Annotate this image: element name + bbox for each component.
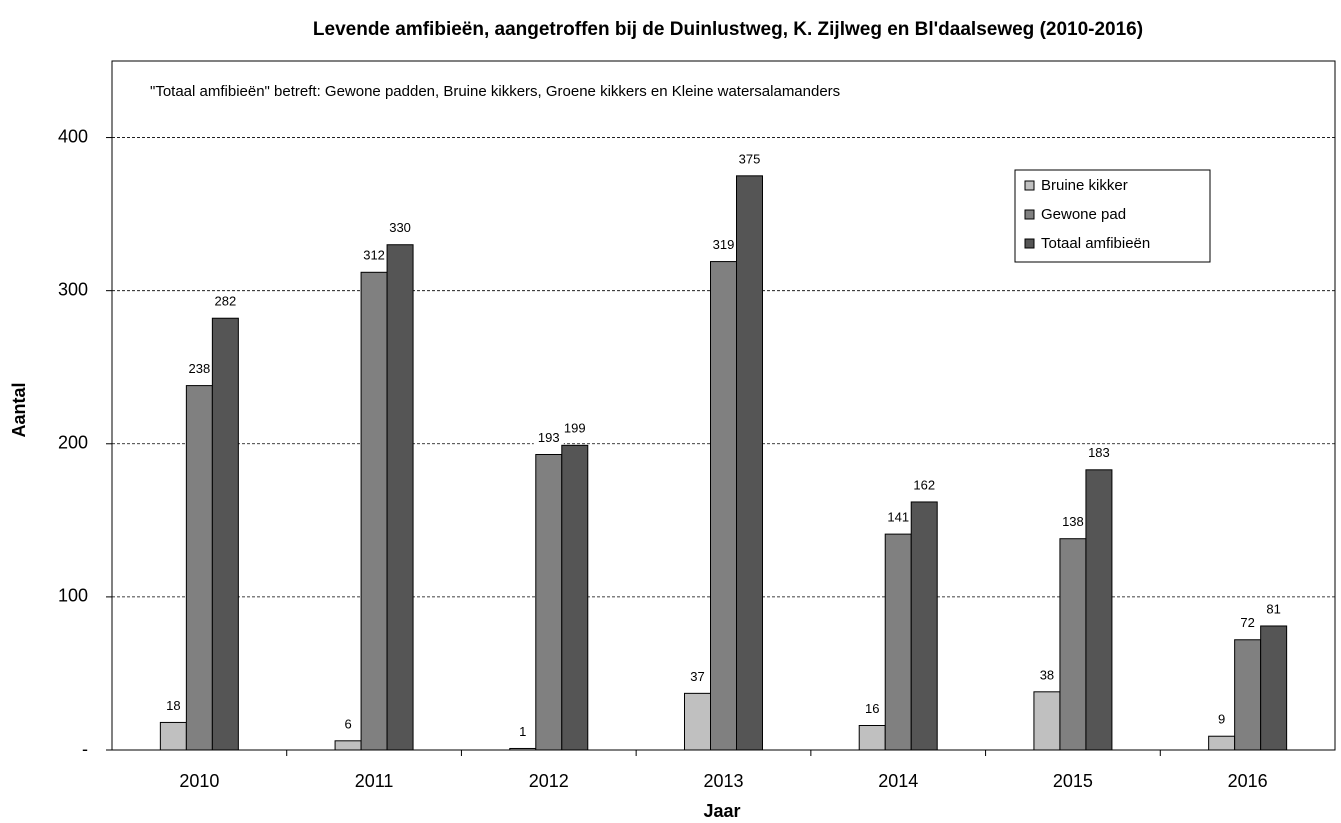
value-label: 238 <box>189 361 211 376</box>
value-label: 319 <box>713 237 735 252</box>
bar <box>535 453 563 751</box>
annotation: "Totaal amfibieën" betreft: Gewone padde… <box>150 83 840 100</box>
legend-label: Gewone pad <box>1041 206 1126 223</box>
value-label-bg <box>734 151 765 168</box>
value-label: 18 <box>166 698 180 713</box>
value-label-bg <box>333 716 364 733</box>
bar <box>360 271 388 751</box>
x-tick-label: 2011 <box>355 771 394 791</box>
value-label-bg <box>883 510 914 527</box>
value-label: 183 <box>1088 445 1110 460</box>
y-tick-label: 400 <box>58 126 88 146</box>
bar <box>159 721 187 751</box>
bar <box>1033 691 1061 751</box>
x-tick-label: 2012 <box>529 771 569 791</box>
y-axis-label: Aantal <box>9 382 29 437</box>
bar <box>1085 469 1113 751</box>
bar <box>509 747 537 751</box>
bar <box>1208 735 1236 751</box>
legend-swatch <box>1024 180 1035 191</box>
value-label: 9 <box>1218 712 1225 727</box>
value-label-bg <box>158 698 189 715</box>
legend-label: Bruine kikker <box>1041 177 1128 194</box>
bar <box>1260 625 1288 751</box>
value-label-bg <box>682 669 713 686</box>
value-label-bg <box>1206 712 1237 729</box>
bar <box>561 444 589 751</box>
value-label-bg <box>184 361 215 378</box>
value-label: 141 <box>887 510 909 525</box>
x-tick-label: 2010 <box>179 771 219 791</box>
value-label-bg <box>559 421 590 438</box>
y-tick-label: 200 <box>58 433 88 453</box>
value-label-bg <box>533 430 564 447</box>
value-label: 16 <box>865 701 879 716</box>
x-tick-label: 2013 <box>703 771 743 791</box>
value-label: 375 <box>739 151 761 166</box>
x-tick-label: 2014 <box>878 771 918 791</box>
value-label: 81 <box>1266 601 1280 616</box>
value-label-bg <box>385 220 416 237</box>
x-tick-label: 2016 <box>1228 771 1268 791</box>
value-label: 282 <box>215 294 237 309</box>
y-tick-label: - <box>82 739 88 759</box>
value-label-bg <box>1057 514 1088 531</box>
value-label-bg <box>1083 445 1114 462</box>
bar <box>211 317 239 751</box>
value-label: 38 <box>1040 667 1054 682</box>
value-label-bg <box>210 294 241 311</box>
legend-swatch <box>1024 209 1035 220</box>
value-label-bg <box>1258 601 1289 618</box>
chart-title: Levende amfibieën, aangetroffen bij de D… <box>313 19 1143 40</box>
bar <box>858 725 886 751</box>
value-label-bg <box>1232 615 1263 632</box>
y-tick-label: 100 <box>58 586 88 606</box>
value-label-bg <box>1031 667 1062 684</box>
bar <box>710 261 737 751</box>
value-label: 72 <box>1240 615 1254 630</box>
bar <box>684 692 711 751</box>
x-tick-label: 2015 <box>1053 771 1093 791</box>
value-label-bg <box>909 477 940 494</box>
bar <box>1234 639 1262 751</box>
bar <box>334 740 362 751</box>
value-label: 1 <box>519 724 526 739</box>
bar <box>386 244 414 751</box>
y-tick-label: 300 <box>58 279 88 299</box>
bar <box>884 533 912 751</box>
value-label-bg <box>708 237 739 254</box>
value-label-bg <box>359 248 390 265</box>
value-label-bg <box>507 724 538 741</box>
value-label-bg <box>857 701 888 718</box>
value-label: 312 <box>363 248 385 263</box>
value-label: 193 <box>538 430 560 445</box>
x-axis-label: Jaar <box>703 801 740 821</box>
value-label: 138 <box>1062 514 1084 529</box>
value-label: 37 <box>690 669 704 684</box>
value-label: 330 <box>389 220 411 235</box>
legend-label: Totaal amfibieën <box>1041 235 1150 252</box>
value-label: 162 <box>913 477 935 492</box>
bar <box>736 175 763 751</box>
legend-swatch <box>1024 238 1035 249</box>
bar <box>910 501 938 751</box>
bar <box>185 385 213 751</box>
legend-box <box>1014 169 1211 263</box>
value-label: 199 <box>564 421 586 436</box>
bar <box>1059 538 1087 751</box>
value-label: 6 <box>344 716 351 731</box>
